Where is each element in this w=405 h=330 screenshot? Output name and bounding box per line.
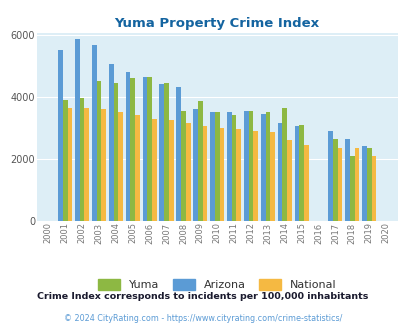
Bar xyxy=(164,83,168,221)
Bar xyxy=(168,120,173,221)
Bar xyxy=(202,126,207,221)
Bar xyxy=(176,87,181,221)
Bar xyxy=(270,132,274,221)
Bar xyxy=(68,108,72,221)
Bar xyxy=(96,81,101,221)
Bar xyxy=(298,125,303,221)
Bar xyxy=(282,108,286,221)
Bar xyxy=(147,77,151,221)
Bar xyxy=(231,115,236,221)
Bar xyxy=(159,84,164,221)
Bar xyxy=(198,101,202,221)
Bar xyxy=(286,140,291,221)
Bar xyxy=(135,115,140,221)
Text: Crime Index corresponds to incidents per 100,000 inhabitants: Crime Index corresponds to incidents per… xyxy=(37,292,368,301)
Bar xyxy=(371,156,375,221)
Bar xyxy=(243,111,248,221)
Bar xyxy=(337,148,342,221)
Legend: Yuma, Arizona, National: Yuma, Arizona, National xyxy=(98,279,336,290)
Bar xyxy=(332,139,337,221)
Title: Yuma Property Crime Index: Yuma Property Crime Index xyxy=(114,17,319,30)
Bar xyxy=(219,128,224,221)
Text: © 2024 CityRating.com - https://www.cityrating.com/crime-statistics/: © 2024 CityRating.com - https://www.city… xyxy=(64,314,341,323)
Bar xyxy=(236,129,241,221)
Bar xyxy=(101,109,106,221)
Bar xyxy=(92,46,96,221)
Bar xyxy=(63,100,68,221)
Bar xyxy=(118,112,123,221)
Bar xyxy=(294,126,298,221)
Bar xyxy=(344,139,349,221)
Bar xyxy=(361,147,366,221)
Bar xyxy=(210,112,214,221)
Bar xyxy=(349,156,354,221)
Bar xyxy=(303,145,308,221)
Bar xyxy=(193,109,198,221)
Bar xyxy=(277,123,282,221)
Bar xyxy=(142,77,147,221)
Bar xyxy=(214,112,219,221)
Bar xyxy=(109,64,113,221)
Bar xyxy=(328,131,332,221)
Bar xyxy=(265,112,270,221)
Bar xyxy=(58,50,63,221)
Bar xyxy=(113,83,118,221)
Bar xyxy=(79,98,84,221)
Bar xyxy=(253,131,258,221)
Bar xyxy=(126,72,130,221)
Bar xyxy=(75,39,79,221)
Bar xyxy=(151,118,156,221)
Bar xyxy=(354,148,358,221)
Bar xyxy=(84,108,89,221)
Bar xyxy=(185,123,190,221)
Bar xyxy=(130,78,135,221)
Bar xyxy=(226,112,231,221)
Bar xyxy=(181,111,185,221)
Bar xyxy=(260,114,265,221)
Bar xyxy=(366,148,371,221)
Bar xyxy=(248,111,253,221)
